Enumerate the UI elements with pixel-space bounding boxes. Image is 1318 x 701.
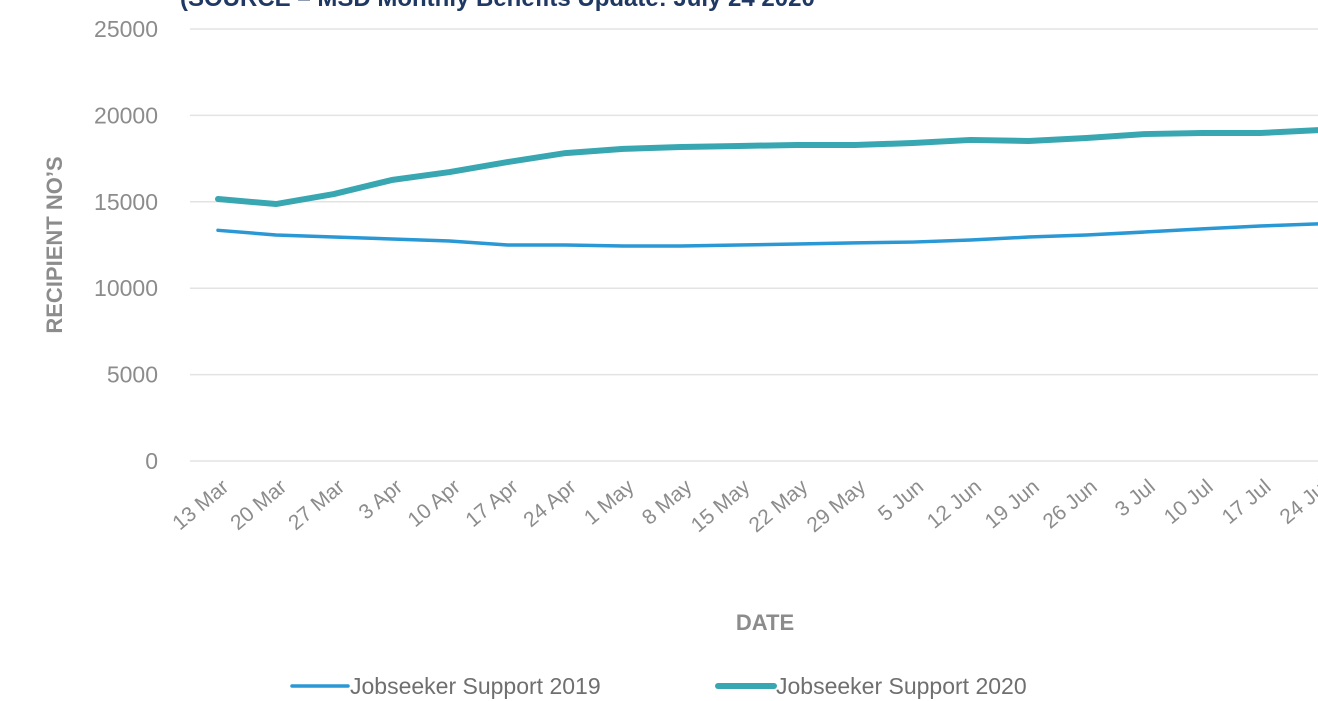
x-tick-label: 27 Mar [284,475,349,535]
y-tick-label: 5000 [107,362,158,388]
x-tick-label: 13 Mar [168,475,233,535]
x-tick-label: 17 Jul [1218,475,1276,529]
x-tick-label: 20 Mar [226,475,291,535]
x-tick-label: 3 Jul [1111,475,1160,521]
legend-label: Jobseeker Support 2020 [776,673,1027,699]
y-tick-label: 0 [145,448,158,474]
y-tick-label: 25000 [94,16,158,42]
x-tick-label: 24 Jul [1276,475,1318,529]
x-tick-label: 12 Jun [923,475,986,533]
x-tick-label: 22 May [745,475,813,537]
x-tick-label: 5 Jun [874,475,928,526]
x-tick-label: 1 May [580,475,639,530]
x-tick-label: 17 Apr [461,475,522,532]
x-tick-label: 19 Jun [981,475,1044,533]
x-tick-label: 10 Jul [1160,475,1218,529]
x-tick-label: 3 Apr [355,475,407,524]
chart-title: (SOURCE – MSD Monthly Benefits Update: J… [180,0,815,12]
y-tick-label: 10000 [94,275,158,301]
x-tick-label: 10 Apr [404,475,465,532]
x-tick-label: 24 Apr [519,475,580,532]
legend-label: Jobseeker Support 2019 [350,673,601,699]
y-tick-label: 15000 [94,189,158,215]
x-axis-label: DATE [736,610,794,635]
line-series [215,127,1318,208]
x-tick-label: 15 May [687,475,755,537]
x-tick-label: 29 May [803,475,871,537]
line-series [216,222,1318,248]
y-tick-label: 20000 [94,102,158,128]
x-tick-label: 26 Jun [1039,475,1102,533]
y-axis-label: RECIPIENT NO’S [42,156,67,333]
